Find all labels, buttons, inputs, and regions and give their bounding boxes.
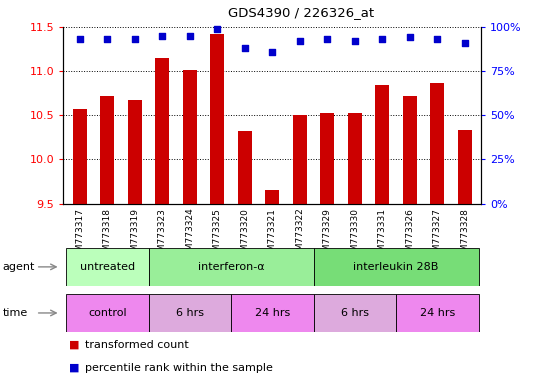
- Point: [378, 36, 387, 42]
- Bar: [210, 34, 224, 204]
- Point: [158, 33, 167, 39]
- Bar: [148, 248, 314, 286]
- Text: GSM773323: GSM773323: [158, 208, 167, 263]
- Bar: [73, 109, 87, 204]
- Bar: [375, 85, 389, 204]
- Text: agent: agent: [3, 262, 35, 272]
- Point: [103, 36, 112, 42]
- Text: ■: ■: [69, 363, 79, 373]
- Text: ■: ■: [69, 340, 79, 350]
- Text: GSM773329: GSM773329: [323, 208, 332, 263]
- Bar: [403, 96, 417, 204]
- Text: interleukin 28B: interleukin 28B: [353, 262, 439, 272]
- Text: GSM773326: GSM773326: [405, 208, 414, 263]
- Text: time: time: [3, 308, 28, 318]
- Point: [185, 33, 194, 39]
- Point: [295, 38, 304, 44]
- Text: percentile rank within the sample: percentile rank within the sample: [85, 363, 273, 373]
- Point: [75, 36, 84, 42]
- Text: GSM773321: GSM773321: [268, 208, 277, 263]
- Bar: [128, 100, 142, 204]
- Text: GSM773317: GSM773317: [75, 208, 84, 263]
- Text: GSM773331: GSM773331: [378, 208, 387, 263]
- Text: untreated: untreated: [80, 262, 135, 272]
- Bar: [265, 190, 279, 204]
- Text: control: control: [88, 308, 126, 318]
- Text: GSM773328: GSM773328: [460, 208, 469, 263]
- Bar: [396, 294, 478, 332]
- Bar: [458, 130, 472, 204]
- Text: GSM773318: GSM773318: [103, 208, 112, 263]
- Bar: [183, 70, 197, 204]
- Bar: [320, 113, 334, 204]
- Point: [240, 45, 249, 51]
- Text: GSM773319: GSM773319: [130, 208, 139, 263]
- Bar: [100, 96, 114, 204]
- Text: 24 hrs: 24 hrs: [255, 308, 290, 318]
- Bar: [155, 58, 169, 204]
- Text: GSM773320: GSM773320: [240, 208, 249, 263]
- Text: GSM773324: GSM773324: [185, 208, 194, 262]
- Text: GDS4390 / 226326_at: GDS4390 / 226326_at: [228, 6, 375, 19]
- Text: GSM773327: GSM773327: [433, 208, 442, 263]
- Text: 24 hrs: 24 hrs: [420, 308, 455, 318]
- Bar: [314, 294, 396, 332]
- Bar: [148, 294, 231, 332]
- Text: GSM773330: GSM773330: [350, 208, 359, 263]
- Text: transformed count: transformed count: [85, 340, 189, 350]
- Bar: [231, 294, 314, 332]
- Point: [405, 35, 414, 41]
- Point: [350, 38, 359, 44]
- Point: [213, 26, 222, 32]
- Bar: [314, 248, 478, 286]
- Point: [268, 48, 277, 55]
- Point: [130, 36, 139, 42]
- Bar: [238, 131, 252, 204]
- Text: interferon-α: interferon-α: [197, 262, 265, 272]
- Point: [460, 40, 469, 46]
- Point: [323, 36, 332, 42]
- Text: 6 hrs: 6 hrs: [176, 308, 204, 318]
- Text: GSM773322: GSM773322: [295, 208, 304, 262]
- Bar: [66, 294, 148, 332]
- Bar: [293, 115, 307, 204]
- Bar: [66, 248, 148, 286]
- Point: [433, 36, 442, 42]
- Text: GSM773325: GSM773325: [213, 208, 222, 263]
- Text: 6 hrs: 6 hrs: [341, 308, 368, 318]
- Bar: [430, 83, 444, 204]
- Bar: [348, 113, 362, 204]
